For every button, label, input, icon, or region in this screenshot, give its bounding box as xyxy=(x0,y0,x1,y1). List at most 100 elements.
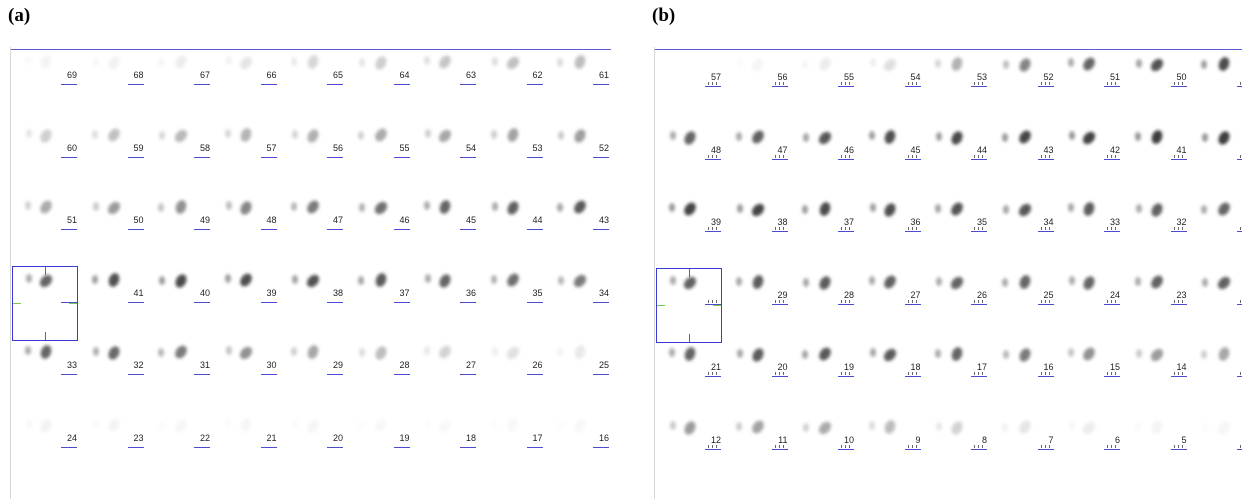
slice-tile[interactable]: 36 xyxy=(410,268,476,324)
slice-tile[interactable]: 63 xyxy=(410,50,476,106)
slice-tile[interactable]: 12 xyxy=(655,415,721,471)
slice-tile[interactable]: 30 xyxy=(211,340,277,396)
slice-tile[interactable]: 57 xyxy=(211,123,277,179)
slice-tile[interactable]: 20 xyxy=(722,342,788,398)
slice-tile[interactable]: 52 xyxy=(543,123,609,179)
slice-tile[interactable]: 48 xyxy=(211,195,277,251)
slice-tile[interactable]: 26 xyxy=(921,270,987,326)
slice-tile[interactable] xyxy=(1187,197,1242,253)
slice-tile[interactable]: 56 xyxy=(722,52,788,108)
slice-tile[interactable]: 28 xyxy=(788,270,854,326)
slice-tile[interactable]: 29 xyxy=(722,270,788,326)
selected-slice-box[interactable] xyxy=(656,267,722,343)
slice-tile[interactable]: 44 xyxy=(921,125,987,181)
slice-tile[interactable]: 27 xyxy=(855,270,921,326)
slice-tile[interactable]: 24 xyxy=(11,413,77,469)
slice-tile[interactable]: 68 xyxy=(78,50,144,106)
slice-tile[interactable] xyxy=(1187,415,1242,471)
slice-tile[interactable]: 9 xyxy=(855,415,921,471)
slice-tile[interactable]: 47 xyxy=(277,195,343,251)
slice-tile[interactable]: 53 xyxy=(921,52,987,108)
slice-tile[interactable]: 23 xyxy=(1121,270,1187,326)
slice-tile[interactable]: 48 xyxy=(655,125,721,181)
slice-tile[interactable] xyxy=(1187,342,1242,398)
slice-tile[interactable]: 34 xyxy=(988,197,1054,253)
slice-tile[interactable]: 19 xyxy=(788,342,854,398)
slice-tile[interactable]: 39 xyxy=(655,197,721,253)
slice-tile[interactable]: 32 xyxy=(78,340,144,396)
slice-tile[interactable]: 31 xyxy=(144,340,210,396)
slice-tile[interactable]: 52 xyxy=(988,52,1054,108)
slice-tile[interactable]: 16 xyxy=(543,413,609,469)
slice-tile[interactable]: 15 xyxy=(1054,342,1120,398)
slice-tile[interactable]: 69 xyxy=(11,50,77,106)
slice-tile[interactable]: 20 xyxy=(277,413,343,469)
slice-tile[interactable]: 33 xyxy=(11,340,77,396)
slice-tile[interactable] xyxy=(11,268,77,324)
slice-tile[interactable]: 41 xyxy=(1121,125,1187,181)
slice-tile[interactable]: 18 xyxy=(410,413,476,469)
slice-tile[interactable]: 7 xyxy=(988,415,1054,471)
slice-tile[interactable]: 49 xyxy=(144,195,210,251)
slice-tile[interactable]: 37 xyxy=(344,268,410,324)
slice-tile[interactable]: 60 xyxy=(11,123,77,179)
slice-tile[interactable] xyxy=(1187,52,1242,108)
slice-tile[interactable]: 44 xyxy=(477,195,543,251)
slice-tile[interactable]: 38 xyxy=(722,197,788,253)
slice-tile[interactable]: 34 xyxy=(543,268,609,324)
slice-tile[interactable]: 61 xyxy=(543,50,609,106)
slice-tile[interactable]: 51 xyxy=(1054,52,1120,108)
slice-tile[interactable]: 27 xyxy=(410,340,476,396)
slice-tile[interactable]: 55 xyxy=(344,123,410,179)
slice-tile[interactable]: 54 xyxy=(855,52,921,108)
slice-tile[interactable]: 6 xyxy=(1054,415,1120,471)
slice-tile[interactable]: 17 xyxy=(921,342,987,398)
slice-tile[interactable]: 14 xyxy=(1121,342,1187,398)
slice-tile[interactable] xyxy=(1187,270,1242,326)
slice-tile[interactable]: 24 xyxy=(1054,270,1120,326)
slice-tile[interactable]: 36 xyxy=(855,197,921,253)
slice-tile[interactable]: 39 xyxy=(211,268,277,324)
slice-tile[interactable]: 28 xyxy=(344,340,410,396)
slice-tile[interactable]: 58 xyxy=(144,123,210,179)
slice-tile[interactable]: 46 xyxy=(344,195,410,251)
slice-tile[interactable]: 18 xyxy=(855,342,921,398)
slice-tile[interactable]: 25 xyxy=(543,340,609,396)
slice-tile[interactable]: 11 xyxy=(722,415,788,471)
slice-tile[interactable]: 56 xyxy=(277,123,343,179)
slice-tile[interactable] xyxy=(655,270,721,326)
slice-tile[interactable]: 22 xyxy=(144,413,210,469)
slice-tile[interactable]: 23 xyxy=(78,413,144,469)
slice-tile[interactable]: 33 xyxy=(1054,197,1120,253)
slice-tile[interactable]: 37 xyxy=(788,197,854,253)
slice-tile[interactable]: 5 xyxy=(1121,415,1187,471)
slice-tile[interactable]: 45 xyxy=(410,195,476,251)
slice-tile[interactable]: 51 xyxy=(11,195,77,251)
slice-tile[interactable]: 29 xyxy=(277,340,343,396)
slice-tile[interactable]: 38 xyxy=(277,268,343,324)
slice-tile[interactable]: 19 xyxy=(344,413,410,469)
slice-tile[interactable]: 50 xyxy=(1121,52,1187,108)
slice-tile[interactable]: 59 xyxy=(78,123,144,179)
slice-tile[interactable]: 32 xyxy=(1121,197,1187,253)
slice-tile[interactable]: 43 xyxy=(543,195,609,251)
slice-tile[interactable]: 35 xyxy=(921,197,987,253)
slice-tile[interactable]: 16 xyxy=(988,342,1054,398)
slice-tile[interactable]: 65 xyxy=(277,50,343,106)
slice-tile[interactable]: 62 xyxy=(477,50,543,106)
slice-tile[interactable]: 53 xyxy=(477,123,543,179)
slice-tile[interactable]: 57 xyxy=(655,52,721,108)
slice-tile[interactable]: 21 xyxy=(211,413,277,469)
slice-tile[interactable]: 8 xyxy=(921,415,987,471)
selected-slice-box[interactable] xyxy=(12,265,78,341)
slice-tile[interactable]: 46 xyxy=(788,125,854,181)
slice-tile[interactable]: 42 xyxy=(1054,125,1120,181)
slice-tile[interactable]: 40 xyxy=(144,268,210,324)
slice-tile[interactable]: 54 xyxy=(410,123,476,179)
slice-tile[interactable]: 55 xyxy=(788,52,854,108)
slice-tile[interactable]: 64 xyxy=(344,50,410,106)
slice-tile[interactable]: 35 xyxy=(477,268,543,324)
slice-tile[interactable] xyxy=(1187,125,1242,181)
slice-tile[interactable]: 25 xyxy=(988,270,1054,326)
slice-tile[interactable]: 21 xyxy=(655,342,721,398)
